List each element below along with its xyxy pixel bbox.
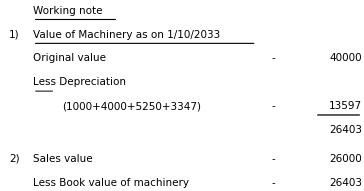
Text: -: - (271, 53, 275, 63)
Text: -: - (271, 178, 275, 188)
Text: -: - (271, 101, 275, 111)
Text: Working note: Working note (33, 6, 102, 16)
Text: Original value: Original value (33, 53, 106, 63)
Text: 13597: 13597 (329, 101, 362, 111)
Text: Value of Machinery as on 1/10/2033: Value of Machinery as on 1/10/2033 (33, 30, 220, 40)
Text: 26000: 26000 (329, 154, 362, 164)
Text: -: - (271, 154, 275, 164)
Text: Less Depreciation: Less Depreciation (33, 77, 126, 87)
Text: Less Book value of machinery: Less Book value of machinery (33, 178, 189, 188)
Text: 1): 1) (9, 30, 20, 40)
Text: 40000: 40000 (329, 53, 362, 63)
Text: 26403: 26403 (329, 125, 362, 135)
Text: 26403: 26403 (329, 178, 362, 188)
Text: (1000+4000+5250+3347): (1000+4000+5250+3347) (62, 101, 201, 111)
Text: Sales value: Sales value (33, 154, 92, 164)
Text: 2): 2) (9, 154, 20, 164)
